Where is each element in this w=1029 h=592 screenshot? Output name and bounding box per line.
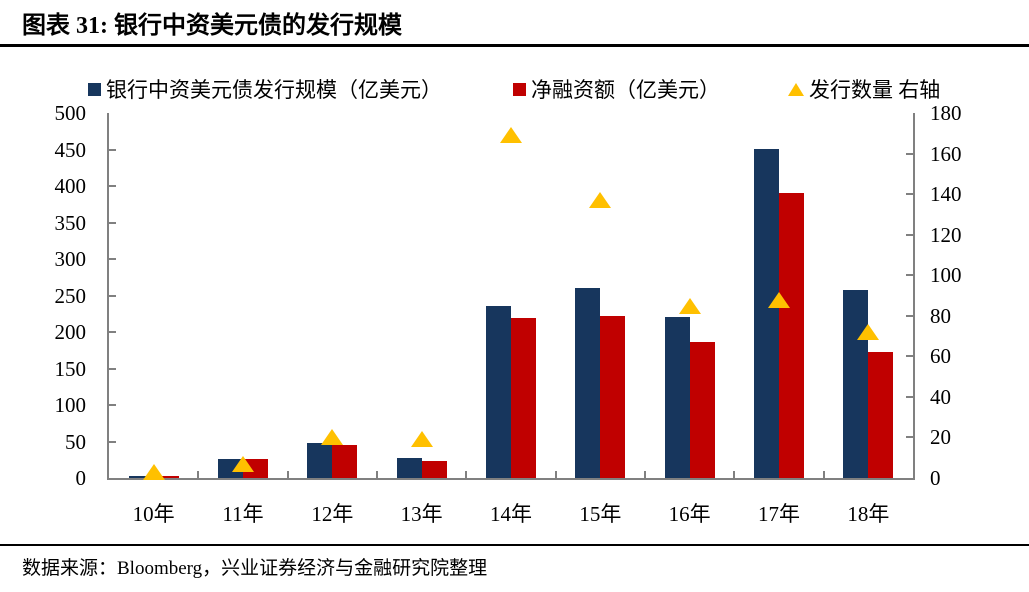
count-triangle-marker [678, 297, 701, 314]
legend-red-square-icon [513, 82, 526, 96]
x-axis-label: 12年 [311, 502, 354, 526]
left-axis-tick-label: 500 [54, 101, 87, 125]
left-axis-tick-label: 100 [54, 393, 87, 417]
right-axis-tick-label: 40 [930, 384, 951, 409]
x-axis-tick [197, 471, 200, 478]
bar-net-financing [421, 461, 447, 478]
left-axis-tick [109, 404, 116, 406]
right-axis-tick [906, 395, 913, 398]
legend-blue-square-icon [88, 82, 101, 96]
x-axis-label: 10年 [132, 502, 175, 526]
bar-net-financing [779, 193, 804, 478]
left-axis-tick [109, 331, 116, 333]
right-axis-tick [906, 152, 913, 155]
legend-yellow-triangle-icon [788, 82, 804, 96]
plot-area [107, 113, 915, 480]
right-axis-tick [906, 314, 913, 317]
x-axis-label: 16年 [668, 502, 711, 526]
right-axis-tick [906, 193, 913, 196]
left-axis-tick [109, 294, 116, 297]
title-divider [0, 44, 1029, 47]
bar-issuance [307, 443, 333, 478]
right-axis-tick-label: 20 [930, 425, 951, 450]
left-axis-tick-label: 200 [54, 320, 87, 344]
left-axis-tick [109, 221, 116, 224]
x-axis-tick [644, 471, 646, 478]
x-axis-tick [376, 471, 378, 478]
right-axis-tick [906, 274, 913, 277]
right-axis-tick-label: 80 [930, 303, 951, 328]
bar-issuance [575, 288, 601, 478]
legend-item-net-financing: 净融资额（亿美元） [513, 74, 720, 104]
left-axis-tick-label: 450 [54, 137, 87, 162]
count-triangle-marker [589, 192, 612, 209]
count-triangle-marker [232, 455, 254, 472]
left-axis-tick [109, 258, 116, 260]
x-axis-label: 15年 [579, 502, 622, 526]
x-axis-labels: 10年 11年 12年 13年 14年 15年 16年 17年 18年 [107, 496, 915, 526]
left-axis-tick [109, 148, 116, 151]
x-axis-label: 18年 [847, 502, 890, 526]
count-triangle-marker [857, 324, 880, 340]
left-axis-tick-label: 150 [54, 356, 87, 381]
left-axis-tick-labels: 0 50 100 150 200 250 300 350 400 450 500 [0, 101, 87, 490]
right-axis-tick [906, 355, 913, 358]
bar-issuance [664, 317, 690, 478]
chart-legend: 银行中资美元债发行规模（亿美元） 净融资额（亿美元） 发行数量 右轴 [0, 74, 1029, 102]
x-axis-tick [286, 471, 289, 478]
right-axis-tick-label: 160 [930, 141, 962, 166]
legend-label-issuance: 银行中资美元债发行规模（亿美元） [106, 78, 442, 102]
right-axis-tick-labels: 0 20 40 60 80 100 120 140 160 180 [930, 101, 1020, 490]
left-axis-tick-label: 250 [54, 283, 87, 308]
legend-label-net-financing: 净融资额（亿美元） [531, 78, 720, 102]
right-axis-tick-label: 180 [930, 101, 962, 125]
x-axis-label: 11年 [222, 502, 264, 526]
bar-net-financing [511, 318, 536, 478]
page-title: 图表 31: 银行中资美元债的发行规模 [22, 13, 402, 39]
bar-issuance [486, 306, 511, 478]
bar-net-financing [868, 352, 894, 478]
bar-net-financing [689, 342, 715, 478]
legend-item-count: 发行数量 右轴 [788, 74, 940, 104]
bar-issuance [396, 458, 422, 478]
bar-issuance [843, 290, 869, 478]
x-axis-tick [822, 471, 825, 478]
count-triangle-marker [500, 127, 522, 144]
left-axis-tick-label: 50 [65, 429, 86, 454]
left-axis-tick [109, 367, 116, 370]
right-axis-tick-label: 0 [930, 466, 941, 490]
right-axis-tick-label: 60 [930, 344, 951, 369]
x-axis-label: 13年 [400, 502, 443, 526]
bar-issuance [128, 476, 154, 478]
bar-issuance [754, 149, 779, 478]
right-axis-tick-label: 140 [930, 182, 962, 207]
x-axis-tick [554, 471, 557, 478]
count-triangle-marker [768, 291, 790, 308]
x-axis-tick [733, 471, 736, 478]
right-axis-tick-label: 100 [930, 263, 962, 288]
bar-net-financing [600, 316, 626, 478]
left-axis-tick-label: 0 [75, 466, 87, 490]
count-triangle-marker [142, 463, 165, 480]
x-axis-label: 17年 [758, 502, 800, 526]
legend-item-issuance: 银行中资美元债发行规模（亿美元） [88, 74, 442, 104]
bar-net-financing [332, 445, 358, 478]
source-note: 数据来源：Bloomberg，兴业证券经济与金融研究院整理 [22, 558, 488, 579]
right-axis-tick [906, 233, 913, 236]
left-axis-tick-label: 300 [54, 247, 87, 271]
footer-divider [0, 544, 1029, 546]
x-axis-label: 14年 [490, 502, 532, 526]
right-axis-tick [906, 436, 913, 439]
count-triangle-marker [321, 429, 344, 446]
legend-label-count: 发行数量 右轴 [809, 78, 941, 102]
left-axis-tick [109, 440, 116, 443]
left-axis-tick [109, 185, 116, 187]
right-axis-tick-label: 120 [930, 222, 962, 247]
left-axis-tick-label: 400 [54, 174, 87, 198]
x-axis-tick [465, 471, 468, 478]
left-axis-tick-label: 350 [54, 210, 87, 235]
bar-net-financing [153, 476, 179, 478]
count-triangle-marker [410, 431, 433, 448]
